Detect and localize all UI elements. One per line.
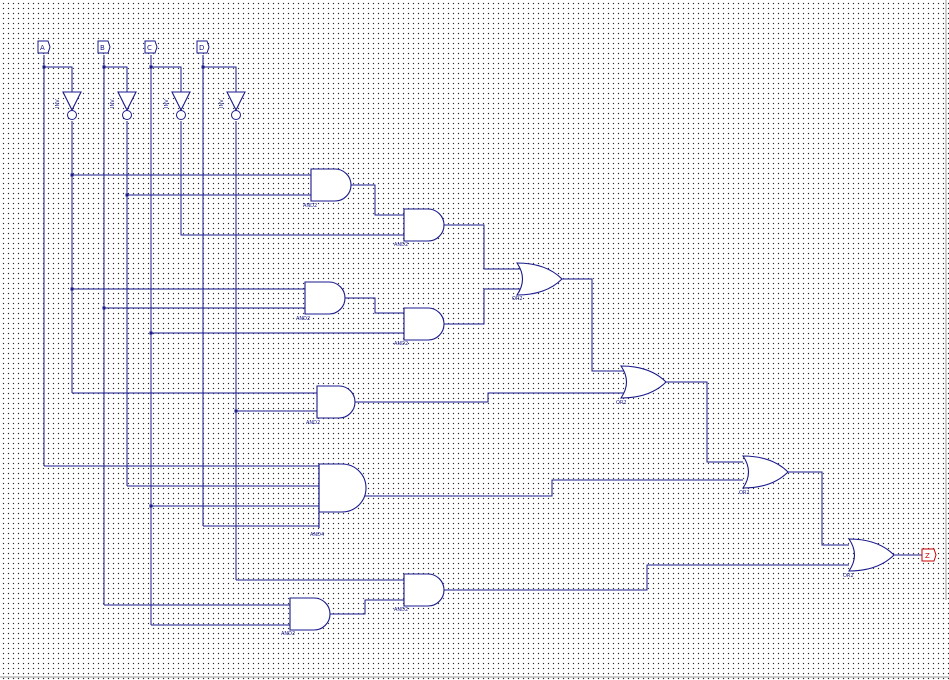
gate-label: OR2 [616, 400, 627, 406]
junction-dot [70, 287, 74, 291]
gate-label: AND2 [394, 242, 408, 248]
wire-c-to-inv [151, 66, 182, 92]
output-port-z[interactable]: Z [921, 548, 937, 562]
and-gate-8[interactable]: AND2 [281, 597, 331, 637]
gate-label: AND4 [310, 532, 324, 538]
junction-dot [42, 65, 46, 69]
input-port-label: A [40, 44, 45, 52]
gate-label: AND2 [296, 316, 310, 322]
wire-and1-to-and2 [350, 184, 404, 216]
input-port-label: C [147, 44, 152, 52]
wire-and2-to-or1 [444, 224, 520, 270]
gate-label: AND2 [394, 607, 408, 613]
wire-and6-to-or3 [360, 479, 743, 497]
junction-dot [149, 504, 153, 508]
inverter-label: INV [219, 99, 225, 108]
wire-d-to-inv [203, 66, 237, 92]
inverter-a[interactable]: INV [55, 91, 82, 120]
inverter-label: INV [164, 99, 170, 108]
and-gate-2[interactable]: AND2 [394, 208, 445, 248]
junction-dot [201, 65, 205, 69]
wire-a-to-inv [44, 66, 73, 92]
junction-dot [102, 65, 106, 69]
junction-dot [149, 65, 153, 69]
inverter-b[interactable]: INV [110, 91, 137, 120]
and-gate-3[interactable]: AND2 [296, 281, 346, 322]
and-gate-4[interactable]: AND2 [394, 307, 445, 347]
junction-dot [234, 409, 238, 413]
gate-label: AND2 [306, 420, 320, 426]
and-gate-6-4input[interactable]: AND4 [310, 463, 367, 538]
inverter-label: INV [110, 99, 116, 108]
input-port-d[interactable]: D [196, 40, 210, 54]
wire-or1-to-or2 [562, 278, 624, 372]
output-port-label: Z [925, 552, 930, 560]
gate-label: OR2 [512, 296, 523, 302]
wire-and5-to-or2 [355, 392, 624, 403]
gate-label: OR2 [843, 573, 854, 579]
wire-and8-to-and7 [330, 599, 404, 615]
or-gate-3[interactable]: OR2 [739, 455, 789, 496]
input-port-c[interactable]: C [144, 40, 158, 54]
junction-dots [42, 65, 238, 508]
wire-and7-to-or4 [444, 564, 849, 591]
junction-dot [70, 173, 74, 177]
input-port-label: D [199, 44, 204, 52]
junction-dot [125, 193, 129, 197]
or-gate-4[interactable]: OR2 [843, 538, 895, 579]
inverter-d[interactable]: INV [219, 91, 246, 120]
inverter-label: INV [55, 99, 61, 108]
gate-label: AND2 [303, 203, 317, 209]
input-port-b[interactable]: B [97, 40, 111, 54]
gate-label: AND2 [281, 631, 295, 637]
input-port-a[interactable]: A [37, 40, 51, 54]
or-gate-2[interactable]: OR2 [616, 365, 667, 406]
wire-c-not-to-and2 [180, 121, 404, 236]
and-gate-7[interactable]: AND2 [394, 573, 445, 613]
wire-and4-to-or1 [444, 288, 520, 325]
wire-or2-to-or3 [666, 381, 743, 463]
input-port-label: B [100, 44, 105, 52]
junction-dot [149, 331, 153, 335]
wire-and3-to-and4 [345, 297, 404, 314]
and-gate-5[interactable]: AND2 [306, 385, 356, 426]
gate-label: AND2 [394, 341, 408, 347]
wire-b-to-inv [104, 66, 128, 92]
and-gate-1[interactable]: AND2 [303, 168, 352, 209]
wires [43, 55, 922, 626]
wire-or3-to-or4 [788, 471, 849, 546]
gate-label: OR2 [739, 490, 750, 496]
inverter-c[interactable]: INV [164, 91, 191, 120]
junction-dot [102, 306, 106, 310]
or-gate-1[interactable]: OR2 [512, 262, 563, 302]
